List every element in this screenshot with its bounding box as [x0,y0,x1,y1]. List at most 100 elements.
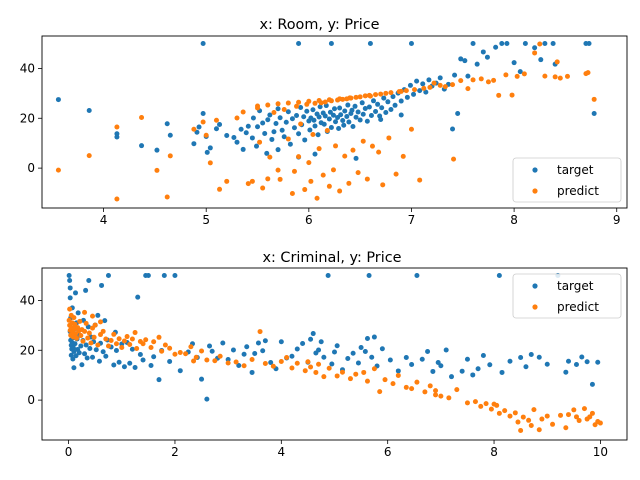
point-target-23 [243,130,249,136]
point-predict-100 [478,403,484,409]
point-predict-32 [105,343,111,349]
point-predict-133 [98,319,103,325]
point-target-2 [67,285,73,291]
point-predict-99 [472,399,478,405]
plot-frame [41,35,628,209]
point-predict-34 [111,331,117,337]
point-target-13 [70,356,76,362]
point-target-135 [484,54,490,60]
point-target-49 [102,318,108,324]
point-target-58 [311,117,317,123]
x-tick-label: 6 [305,213,313,227]
point-target-38 [275,147,281,153]
point-predict-48 [330,167,336,173]
point-predict-80 [421,85,427,91]
point-target-128 [455,111,461,117]
point-predict-99 [537,41,543,47]
point-target-127 [395,368,401,374]
point-target-143 [538,57,544,63]
point-predict-93 [496,92,502,98]
point-target-133 [474,61,480,67]
point-target-129 [458,56,464,62]
point-predict-117 [347,95,353,101]
point-predict-115 [326,97,332,103]
point-predict-26 [277,176,283,182]
legend: target predict [512,157,622,203]
y-tick-label: 20 [20,111,35,125]
point-target-119 [362,349,368,355]
point-predict-2 [114,124,120,130]
point-predict-66 [373,92,379,98]
point-predict-68 [378,91,384,97]
point-target-120 [364,336,370,342]
point-predict-77 [326,365,332,371]
point-target-14 [204,149,210,155]
point-target-48 [100,349,106,355]
point-target-156 [579,354,585,360]
point-predict-63 [241,363,247,369]
point-predict-85 [377,389,383,395]
point-target-42 [283,119,289,125]
point-predict-46 [148,345,154,351]
point-predict-87 [390,381,396,387]
point-target-148 [523,364,529,370]
y-tick-label: 40 [20,61,35,75]
point-predict-58 [353,94,359,100]
point-predict-64 [249,356,255,362]
point-predict-86 [382,377,388,383]
point-target-109 [321,354,327,360]
point-target-105 [310,331,316,337]
point-predict-110 [275,101,281,107]
point-target-150 [296,40,302,46]
point-target-55 [307,127,313,133]
point-predict-29 [289,191,295,197]
y-tick-label: 0 [27,161,35,175]
point-predict-102 [488,406,494,412]
point-predict-114 [536,427,542,433]
point-predict-10 [203,132,209,138]
point-predict-26 [91,334,97,340]
point-predict-82 [361,369,367,375]
point-target-117 [355,360,361,366]
point-target-88 [350,123,356,129]
point-target-104 [308,336,314,342]
point-predict-109 [518,428,524,434]
point-predict-27 [92,322,98,328]
point-target-10 [196,124,202,130]
point-target-52 [105,272,111,278]
point-predict-127 [589,410,595,416]
point-target-37 [86,277,92,283]
point-target-36 [271,129,277,135]
point-target-21 [238,126,244,132]
point-predict-16 [77,318,83,324]
point-predict-37 [119,345,125,351]
point-target-150 [536,354,542,360]
point-target-158 [589,381,595,387]
point-target-108 [390,94,396,100]
point-target-140 [517,69,523,75]
point-predict-71 [294,360,300,366]
x-tick-label: 0 [65,445,73,459]
point-predict-67 [270,363,276,369]
point-target-111 [329,361,335,367]
point-predict-95 [509,92,515,98]
point-target-7 [167,132,173,138]
point-target-53 [304,108,310,114]
point-predict-116 [544,413,550,419]
point-predict-61 [360,138,366,144]
x-tick-label: 7 [408,213,416,227]
point-target-141 [475,366,481,372]
point-target-1 [67,277,73,283]
point-predict-114 [316,98,322,104]
chart-title: x: Room, y: Price [259,17,379,33]
point-target-34 [83,342,89,348]
point-predict-117 [550,421,556,427]
point-predict-89 [470,77,476,83]
point-predict-63 [364,176,370,182]
point-target-29 [79,362,85,368]
x-tick-label: 8 [490,445,498,459]
point-predict-21 [260,185,266,191]
point-predict-57 [350,147,356,153]
point-target-25 [249,135,255,141]
point-target-18 [224,132,230,138]
